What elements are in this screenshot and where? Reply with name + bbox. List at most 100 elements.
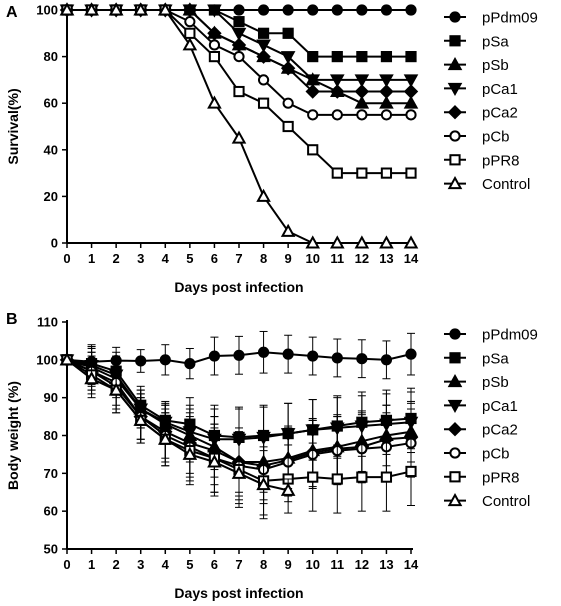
panel-a-series-ppdm09-point: [307, 4, 319, 16]
panel-a-series-pca2-point: [256, 49, 271, 64]
legend-label: pCa2: [482, 105, 518, 122]
panel-b-series-control-point: [182, 446, 198, 460]
panel-b-series-ppr8-point: [356, 471, 368, 483]
legend-label: pPdm09: [482, 327, 538, 344]
panel-b-series-control-point: [84, 371, 99, 385]
panel-b-x-tick-label: 9: [285, 557, 292, 572]
panel-b-legend-item-pca2: pCa2: [444, 422, 518, 439]
panel-a-y-axis-title: Survival(%): [5, 88, 21, 164]
panel-a-series-ppr8-point: [233, 85, 245, 98]
legend-marker: [447, 421, 463, 437]
panel-a-series-pcb-point: [257, 74, 270, 86]
panel-b-y-tick-label: 60: [44, 504, 58, 519]
panel-a-series-pca1-point: [207, 4, 222, 18]
panel-a-series-pca2-point: [403, 84, 419, 99]
panel-a-series-ppr8-point: [380, 167, 393, 179]
panel-a-series-ppr8-point: [282, 120, 294, 133]
legend-label: pCb: [482, 446, 510, 463]
panel-a-series-pca1-point: [305, 74, 321, 88]
panel-b-series-ppdm09-point: [405, 348, 417, 360]
panel-a-series-pca2-point: [207, 26, 222, 41]
legend-label: pSa: [482, 350, 509, 367]
panel-b-series-ppdm09: [61, 330, 417, 380]
legend-marker: [447, 104, 463, 120]
panel-a-series-pca1-point: [403, 74, 419, 88]
panel-b-series-control-point: [256, 477, 271, 491]
panel-a-legend-item-psa: pSa: [444, 33, 509, 50]
panel-a-series-psa-point: [331, 51, 343, 63]
panel-b-series-control-point: [133, 412, 149, 426]
legend-marker: [447, 492, 463, 507]
panel-a-series-psb-point: [354, 95, 370, 109]
panel-b-series-control-point: [108, 382, 124, 396]
legend-marker: [447, 373, 463, 388]
panel-a-y-tick-label: 0: [51, 236, 58, 251]
panel-b-series-ppr8-point: [331, 473, 343, 485]
panel-a-x-tick-label: 4: [162, 251, 170, 266]
panel-b-x-tick-label: 1: [88, 557, 95, 572]
panel-b-series-ppdm09-point: [331, 352, 343, 364]
panel-b-series-ppdm09-point: [233, 349, 245, 361]
panel-a-series-control-point: [256, 188, 271, 202]
panel-b-x-tick-label: 14: [404, 557, 419, 572]
panel-a-legend-item-pcb: pCb: [444, 129, 510, 146]
panel-b-series-control: [59, 352, 296, 520]
panel-b-x-tick-label: 2: [113, 557, 120, 572]
panel-b-x-tick-label: 6: [211, 557, 218, 572]
legend-marker: [449, 35, 461, 47]
panel-a-series-ppr8-point: [405, 167, 417, 179]
panel-a-series-pcb-point: [405, 109, 417, 121]
panel-a-legend-item-pca2: pCa2: [444, 105, 518, 122]
panel-b-y-tick-label: 110: [37, 315, 58, 330]
legend-label: pSb: [482, 57, 509, 74]
panel-b-y-axis-title: Body weight (%): [5, 381, 21, 490]
panel-b-series-control-point: [280, 482, 296, 496]
panel-a-legend-item-psb: pSb: [444, 56, 509, 74]
panel-a-y-tick-label: 40: [44, 142, 58, 157]
panel-a-series-control-point: [108, 2, 124, 16]
legend-marker: [449, 328, 461, 340]
panel-a-x-tick-label: 5: [186, 251, 193, 266]
panel-a-series-pcb-point: [307, 109, 319, 121]
panel-b-x-axis-title: Days post infection: [174, 585, 303, 601]
panel-a-series-ppdm09-point: [356, 4, 368, 16]
legend-marker: [449, 130, 461, 142]
panel-a-y-tick-label: 60: [44, 96, 58, 111]
panel-b-series-ppdm09-point: [184, 358, 196, 370]
panel-a-series-control-point: [379, 235, 394, 249]
panel-a-series-pca2-point: [330, 84, 345, 99]
panel-a-series-ppdm09-point: [380, 4, 393, 16]
panel-a-series-psa-point: [307, 51, 319, 63]
panel-a-series-pcb-point: [184, 16, 196, 28]
panel-a-series-ppr8-point: [257, 97, 270, 109]
panel-a-label: A: [6, 4, 18, 21]
panel-a-series-pca1-point: [280, 51, 296, 65]
panel-a-legend-item-ppdm09: pPdm09: [444, 10, 538, 27]
panel-a-series-pca1-point: [379, 74, 394, 88]
panel-a-series-ppdm09-point: [257, 4, 270, 16]
panel-b-x-tick-label: 3: [137, 557, 144, 572]
panel-a-series-ppr8-point: [184, 27, 196, 39]
panel-a-series-psa-point: [405, 51, 417, 63]
panel-a-series-psa-point: [356, 51, 368, 63]
legend-marker: [449, 471, 461, 483]
panel-a-series-psa-point: [257, 27, 270, 39]
legend-label: pPdm09: [482, 10, 538, 27]
panel-b-x-tick-label: 0: [63, 557, 70, 572]
panel-a-series-psb-point: [403, 95, 419, 109]
panel-a-series-pca2-point: [379, 84, 394, 99]
panel-b-series-ppr8-point: [307, 471, 319, 483]
panel-b-legend-item-pcb: pCb: [444, 446, 510, 463]
panel-a-x-tick-label: 10: [305, 251, 319, 266]
panel-a-series-pca2-point: [305, 84, 320, 99]
legend-label: pCa2: [482, 422, 518, 439]
legend-label: pCa1: [482, 81, 518, 98]
panel-a-series-ppdm09-point: [282, 4, 294, 16]
panel-b-y-tick-label: 80: [44, 428, 58, 443]
panel-a-series-pcb-point: [356, 109, 368, 121]
panel-b-y-tick-label: 50: [44, 542, 58, 557]
panel-a-legend-item-ppr8: pPR8: [444, 152, 520, 169]
panel-a-x-axis-title: Days post infection: [174, 279, 303, 295]
